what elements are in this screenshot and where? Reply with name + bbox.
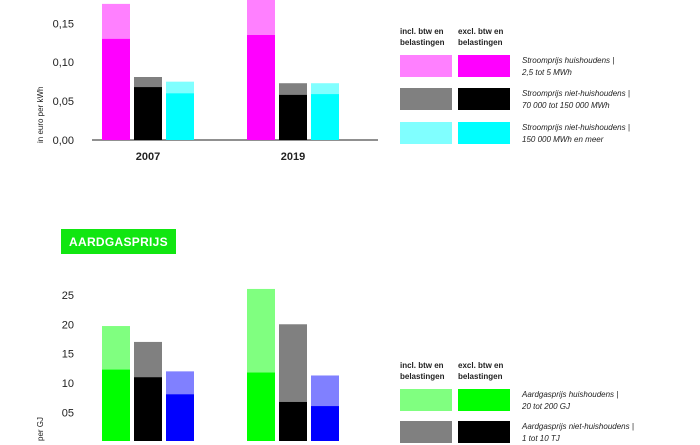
legend-item: Aardgasprijs niet-huishoudens | 1 tot 10… — [400, 421, 700, 445]
legend-swatch-incl — [400, 421, 452, 443]
legend-swatch-incl — [400, 88, 452, 110]
x-tick-labels: 2007 2019 — [136, 151, 305, 163]
legend-head-excl: excl. btw en belastingen — [458, 361, 504, 381]
bar-excl — [247, 372, 275, 441]
bar-excl — [166, 93, 194, 140]
bar-excl — [102, 369, 130, 441]
legend-swatch-incl — [400, 55, 452, 77]
y-tick-label: 0,00 — [53, 135, 74, 147]
legend-label: Stroomprijs huishoudens | 2,5 tot 5 MWh — [522, 56, 615, 77]
legend-item: Stroomprijs niet-huishoudens | 70 000 to… — [400, 88, 700, 112]
legend-swatch-excl — [458, 55, 510, 77]
x-tick-label: 2019 — [281, 151, 305, 163]
legend-label: Stroomprijs niet-huishoudens | 70 000 to… — [522, 89, 630, 110]
y-axis-label: per GJ — [36, 417, 45, 441]
legend-head-incl: incl. btw en belastingen — [400, 361, 445, 381]
legend-head-incl: incl. btw en belastingen — [400, 27, 445, 47]
electricity-price-chart: in euro per kWh 0,00 0,05 0,10 0,15 2007 201… — [36, 0, 378, 163]
y-axis-label: in euro per kWh — [36, 87, 45, 143]
legend-label: Aardgasprijs niet-huishoudens | 1 tot 10… — [522, 422, 634, 443]
gas-price-chart: per GJ 05 10 15 20 25 — [36, 288, 339, 441]
y-tick-label: 25 — [62, 290, 74, 302]
bar-excl — [134, 377, 162, 441]
gas-price-badge: AARDGASPRIJS — [61, 229, 176, 254]
bar-excl — [279, 94, 307, 140]
y-tick-label: 15 — [62, 349, 74, 361]
legend-swatch-excl — [458, 122, 510, 144]
bar-excl — [311, 406, 339, 441]
y-tick-label: 20 — [62, 319, 74, 331]
bars — [102, 288, 339, 441]
legend-head-excl: excl. btw en belastingen — [458, 27, 504, 47]
legend-swatch-excl — [458, 88, 510, 110]
x-tick-label: 2007 — [136, 151, 160, 163]
bar-excl — [134, 87, 162, 140]
legend-label: Aardgasprijs huishoudens | 20 tot 200 GJ — [522, 390, 619, 411]
y-tick-label: 0,15 — [53, 18, 74, 30]
bar-excl — [166, 394, 194, 441]
legend-swatch-incl — [400, 389, 452, 411]
bar-excl — [247, 35, 275, 140]
legend-label: Stroomprijs niet-huishoudens | 150 000 M… — [522, 123, 630, 144]
bar-excl — [311, 94, 339, 140]
y-tick-label: 0,10 — [53, 57, 74, 69]
y-tick-labels: 0,00 0,05 0,10 0,15 — [53, 18, 74, 147]
legend-swatch-incl — [400, 122, 452, 144]
y-tick-label: 05 — [62, 408, 74, 420]
bar-excl — [102, 38, 130, 141]
bars — [102, 0, 339, 141]
legend-swatch-excl — [458, 389, 510, 411]
y-tick-labels: 05 10 15 20 25 — [62, 290, 74, 420]
y-tick-label: 0,05 — [53, 96, 74, 108]
y-tick-label: 10 — [62, 378, 74, 390]
bar-excl — [279, 401, 307, 441]
legend-item: Aardgasprijs huishoudens | 20 tot 200 GJ — [400, 389, 700, 413]
legend-item: Stroomprijs niet-huishoudens | 150 000 M… — [400, 122, 700, 146]
legend-item: Stroomprijs huishoudens | 2,5 tot 5 MWh — [400, 55, 700, 79]
legend-swatch-excl — [458, 421, 510, 443]
